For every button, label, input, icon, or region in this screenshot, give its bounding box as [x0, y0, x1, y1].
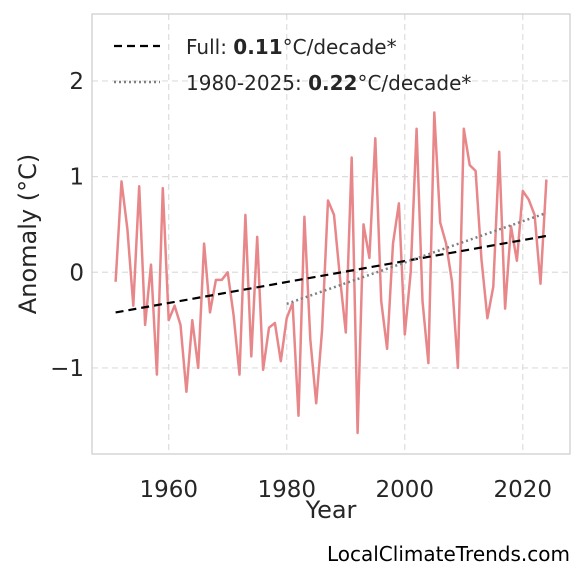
trend-line-full	[115, 234, 547, 314]
plot-frame	[91, 13, 571, 455]
watermark: LocalClimateTrends.com	[327, 542, 570, 566]
anomaly-series-line	[114, 111, 548, 435]
legend-label-full: Full: 0.11°C/decade*	[186, 35, 397, 59]
y-tick-label: 1	[69, 165, 84, 191]
trend-line-1980-2025	[286, 211, 547, 306]
grid	[92, 14, 570, 454]
y-axis-label: Anomaly (°C)	[14, 154, 42, 314]
y-tick-label: −1	[50, 356, 84, 382]
x-axis-label: Year	[305, 496, 357, 524]
y-tick-label: 2	[69, 69, 84, 95]
x-tick-label: 1960	[139, 477, 198, 503]
x-tick-label: 2000	[375, 477, 434, 503]
x-tick-label: 2020	[494, 477, 553, 503]
x-tick-label: 1980	[257, 477, 316, 503]
legend-label-1980-2025: 1980-2025: 0.22°C/decade*	[186, 71, 471, 95]
y-axis-ticks: −1 0 1 2	[50, 69, 84, 382]
legend: Full: 0.11°C/decade* 1980-2025: 0.22°C/d…	[114, 35, 471, 95]
y-tick-label: 0	[69, 260, 84, 286]
x-axis-ticks: 1960 1980 2000 2020	[139, 477, 552, 503]
